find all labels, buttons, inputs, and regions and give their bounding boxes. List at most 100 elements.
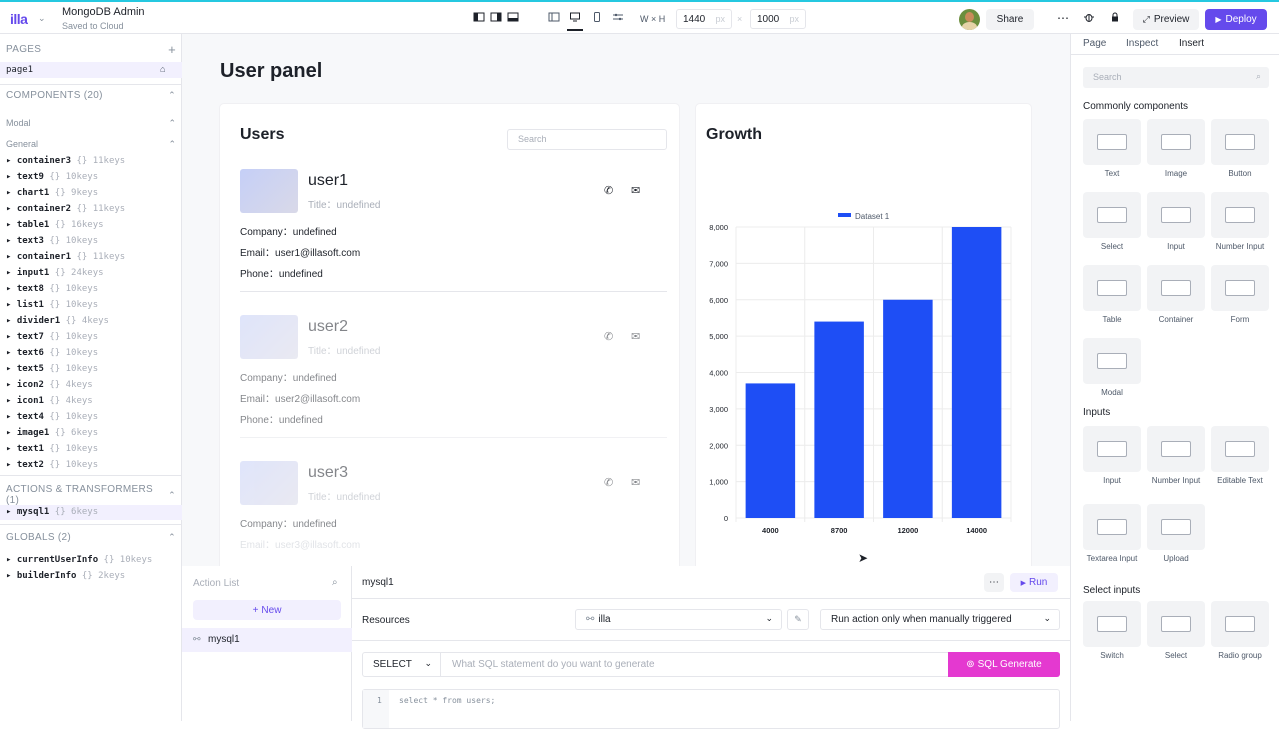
height-input[interactable]: 1000 px xyxy=(750,9,806,29)
layout-left-icon[interactable] xyxy=(473,11,485,23)
component-tree-item[interactable]: ▸ chart1 {} 9keys xyxy=(6,188,99,198)
trigger-select[interactable]: Run action only when manually triggered … xyxy=(820,609,1060,630)
share-button[interactable]: Share xyxy=(986,9,1034,30)
component-tree-item[interactable]: ▸ text8 {} 10keys xyxy=(6,284,99,294)
phone-icon[interactable]: ✆ xyxy=(604,331,614,343)
sql-mode-select[interactable]: SELECT ⌄ xyxy=(362,652,441,677)
component-tile[interactable] xyxy=(1211,265,1269,311)
growth-container[interactable]: Growth Dataset 1 0 1,000 2,000 3,000 4,000 5,0… xyxy=(696,104,1031,574)
desktop-icon[interactable] xyxy=(569,11,581,23)
component-tree-item[interactable]: ▸ icon2 {} 4keys xyxy=(6,380,93,390)
component-tree-item[interactable]: ▸ list1 {} 10keys xyxy=(6,300,99,310)
growth-chart[interactable]: Dataset 1 0 1,000 2,000 3,000 4,000 5,000 6,000… xyxy=(696,202,1031,544)
preview-icon: ⤢ xyxy=(1142,14,1150,24)
globals-item[interactable]: ▸ currentUserInfo {} 10keys xyxy=(6,555,153,565)
sql-generate-button[interactable]: ⊚ SQL Generate xyxy=(948,652,1060,677)
more-icon[interactable]: ⋯ xyxy=(1057,11,1069,25)
mobile-icon[interactable] xyxy=(591,11,603,23)
more-icon[interactable]: ⋯ xyxy=(984,573,1004,592)
action-item-mysql1[interactable]: ⚯ mysql1 xyxy=(182,628,352,652)
component-preview-icon xyxy=(1097,616,1127,632)
component-tree-item[interactable]: ▸ text2 {} 10keys xyxy=(6,460,99,470)
component-tile[interactable] xyxy=(1083,601,1141,647)
right-panel: Page Inspect Insert Search ⌕ Commonly com… xyxy=(1070,34,1279,721)
component-tree-item[interactable]: ▸ container1 {} 11keys xyxy=(6,252,126,262)
component-tile[interactable] xyxy=(1211,426,1269,472)
edit-resource-icon[interactable]: ✎ xyxy=(787,609,809,630)
component-tile[interactable] xyxy=(1147,504,1205,550)
illa-logo[interactable]: illa xyxy=(10,11,28,27)
component-tree-item[interactable]: ▸ icon1 {} 4keys xyxy=(6,396,93,406)
component-tree-item[interactable]: ▸ input1 {} 24keys xyxy=(6,268,104,278)
general-group[interactable]: General ⌃ xyxy=(6,139,176,149)
component-tree-item[interactable]: ▸ table1 {} 16keys xyxy=(6,220,104,230)
run-button[interactable]: ▶ Run xyxy=(1010,573,1058,592)
search-input[interactable]: Search xyxy=(507,129,667,150)
component-tree-item[interactable]: ▸ text7 {} 10keys xyxy=(6,332,99,342)
user-title: Title：undefined xyxy=(308,492,381,503)
component-preview-icon xyxy=(1225,207,1255,223)
component-tile[interactable] xyxy=(1211,601,1269,647)
tab-inspect[interactable]: Inspect xyxy=(1126,38,1159,49)
mail-icon[interactable]: ✉ xyxy=(631,477,641,489)
component-tree-item[interactable]: ▸ text4 {} 10keys xyxy=(6,412,99,422)
user-avatar[interactable] xyxy=(959,9,980,30)
component-tile[interactable] xyxy=(1083,338,1141,384)
users-container[interactable]: Users Search user1 Title：undefined ✆ ✉ C… xyxy=(220,104,679,574)
component-tile[interactable] xyxy=(1147,192,1205,238)
component-search-input[interactable]: Search ⌕ xyxy=(1083,67,1269,88)
component-tile[interactable] xyxy=(1147,265,1205,311)
actions-header[interactable]: ACTIONS & TRANSFORMERS (1) ⌃ xyxy=(6,484,176,506)
globals-item[interactable]: ▸ builderInfo {} 2keys xyxy=(6,571,126,581)
component-tree-item[interactable]: ▸ text3 {} 10keys xyxy=(6,236,99,246)
component-tree-item[interactable]: ▸ text5 {} 10keys xyxy=(6,364,99,374)
page-item-page1[interactable]: page1 ⌂ xyxy=(0,62,182,78)
component-tile[interactable] xyxy=(1083,504,1141,550)
components-header[interactable]: COMPONENTS (20) ⌃ xyxy=(6,90,176,101)
layout-bottom-icon[interactable] xyxy=(507,11,519,23)
component-tile[interactable] xyxy=(1147,426,1205,472)
layout-right-icon[interactable] xyxy=(490,11,502,23)
add-page-icon[interactable]: + xyxy=(168,42,176,57)
globals-header[interactable]: GLOBALS (2) ⌃ xyxy=(6,532,176,543)
y-tick-label: 3,000 xyxy=(709,405,728,414)
component-tree-item[interactable]: ▸ container3 {} 11keys xyxy=(6,156,126,166)
debug-bug-icon[interactable] xyxy=(1083,11,1095,23)
tab-insert[interactable]: Insert xyxy=(1179,38,1205,49)
phone-icon[interactable]: ✆ xyxy=(604,477,614,489)
search-icon[interactable]: ⌕ xyxy=(332,577,338,588)
component-tree-item[interactable]: ▸ text6 {} 10keys xyxy=(6,348,99,358)
component-tile[interactable] xyxy=(1083,119,1141,165)
component-tree-item[interactable]: ▸ divider1 {} 4keys xyxy=(6,316,109,326)
lock-icon[interactable] xyxy=(1109,11,1121,23)
preview-button[interactable]: ⤢ Preview xyxy=(1133,9,1199,30)
deploy-button[interactable]: ▶ Deploy xyxy=(1205,9,1267,30)
width-input[interactable]: 1440 px xyxy=(676,9,732,29)
settings-sliders-icon[interactable] xyxy=(612,11,624,23)
resource-select[interactable]: ⚯ illa ⌄ xyxy=(575,609,782,630)
component-tree-item[interactable]: ▸ text1 {} 10keys xyxy=(6,444,99,454)
sql-code-editor[interactable]: 1 select * from users; xyxy=(362,689,1060,729)
action-tree-item[interactable]: ▸ mysql1 {} 6keys xyxy=(0,505,182,520)
component-tree-item[interactable]: ▸ container2 {} 11keys xyxy=(6,204,126,214)
action-name[interactable]: mysql1 xyxy=(362,577,394,588)
component-tile[interactable] xyxy=(1211,192,1269,238)
component-tile[interactable] xyxy=(1083,265,1141,311)
component-tile[interactable] xyxy=(1147,119,1205,165)
mail-icon[interactable]: ✉ xyxy=(631,331,641,343)
component-tree-item[interactable]: ▸ image1 {} 6keys xyxy=(6,428,99,438)
component-tree-item[interactable]: ▸ text9 {} 10keys xyxy=(6,172,99,182)
new-action-button[interactable]: + New xyxy=(193,600,341,620)
component-tile[interactable] xyxy=(1083,192,1141,238)
component-tile[interactable] xyxy=(1083,426,1141,472)
modal-group[interactable]: Modal ⌃ xyxy=(6,118,176,128)
tab-page[interactable]: Page xyxy=(1083,38,1107,49)
canvas-layout-icon[interactable] xyxy=(548,11,560,23)
component-tile[interactable] xyxy=(1147,601,1205,647)
chevron-down-icon[interactable]: ⌄ xyxy=(38,13,46,23)
sql-generate-input[interactable]: What SQL statement do you want to genera… xyxy=(441,652,949,677)
phone-icon[interactable]: ✆ xyxy=(604,185,614,197)
component-tile[interactable] xyxy=(1211,119,1269,165)
mail-icon[interactable]: ✉ xyxy=(631,185,641,197)
user-company: Company：undefined xyxy=(240,519,337,530)
